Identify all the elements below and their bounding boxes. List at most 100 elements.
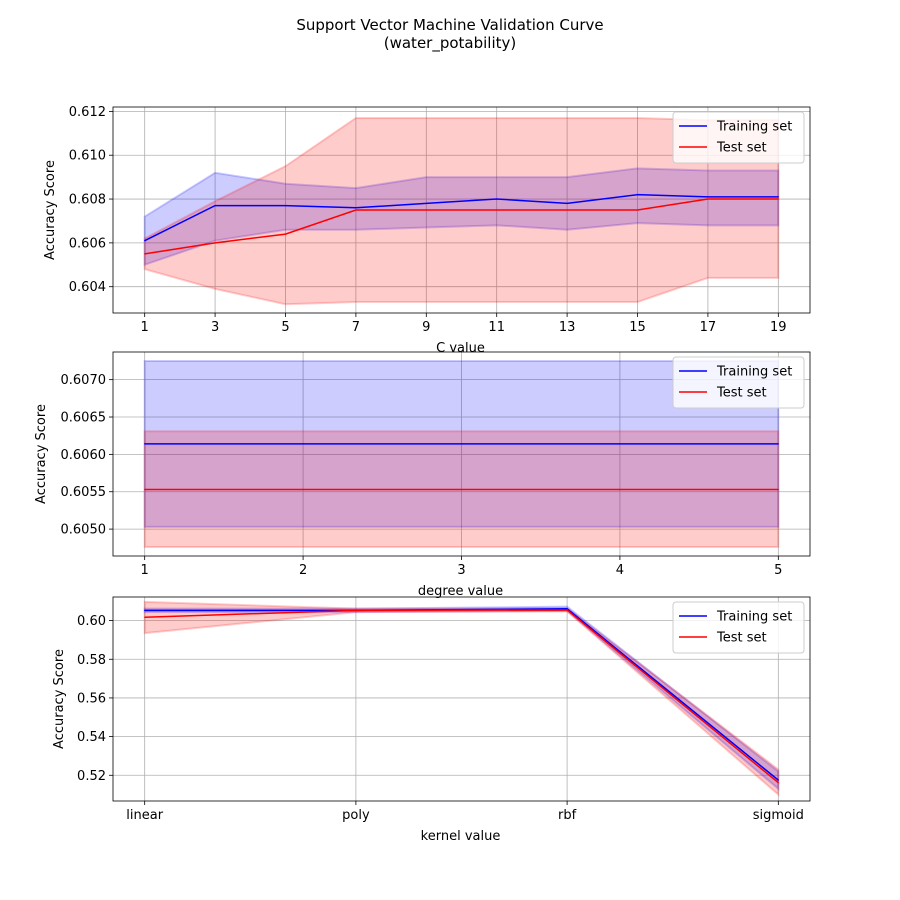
x-tick-label: 9 <box>422 320 430 335</box>
legend-label: Training set <box>716 365 792 380</box>
data-point-training-set <box>425 202 427 205</box>
data-point-test-set <box>777 782 779 784</box>
x-axis-label: degree value <box>418 584 503 599</box>
data-point-test-set <box>460 488 463 491</box>
legend-box <box>672 111 805 164</box>
y-tick-label: 0.6055 <box>61 485 107 500</box>
data-point-test-set <box>777 488 779 491</box>
data-point-training-set <box>636 194 639 196</box>
y-tick-label: 0.6070 <box>61 373 107 388</box>
data-point-test-set <box>355 609 357 611</box>
x-tick-label: 5 <box>281 320 289 335</box>
legend-label: Test set <box>716 141 767 156</box>
data-point-test-set <box>144 488 146 491</box>
legend: Training set Test set <box>672 601 805 654</box>
data-point-training-set <box>460 443 463 445</box>
y-tick-label: 0.606 <box>69 236 106 251</box>
axes-frame <box>112 596 811 802</box>
data-point-test-set <box>355 209 357 211</box>
data-point-test-set <box>566 609 568 611</box>
x-tick-label: linear <box>126 808 163 823</box>
data-point-training-set <box>566 202 568 205</box>
x-tick-label: 1 <box>141 563 149 578</box>
band-test-set <box>143 116 780 306</box>
x-tick-label: 7 <box>352 320 360 335</box>
data-point-training-set <box>619 443 621 445</box>
x-tick-label: 15 <box>629 320 646 335</box>
y-tick-label: 0.6060 <box>61 448 107 463</box>
legend-label: Test set <box>716 386 767 401</box>
x-tick-label: 11 <box>488 320 505 335</box>
legend-box <box>672 356 805 409</box>
x-tick-label: 17 <box>700 320 717 335</box>
band-test-set <box>143 600 780 797</box>
data-point-test-set <box>636 209 639 211</box>
y-tick-label: 0.6050 <box>61 523 107 538</box>
data-point-test-set <box>496 209 498 211</box>
y-tick-label: 0.612 <box>69 105 106 120</box>
data-point-test-set <box>707 198 709 200</box>
data-point-test-set <box>214 242 216 244</box>
legend: Training set Test set <box>672 356 805 409</box>
figure-title: Support Vector Machine Validation Curve <box>296 16 604 34</box>
x-axis-label: C value <box>436 341 485 356</box>
y-axis-label: Accuracy Score <box>52 649 67 749</box>
x-tick-label: 4 <box>616 563 624 578</box>
series-line-test-set <box>144 198 779 255</box>
x-tick-label: 13 <box>559 320 576 335</box>
legend-box <box>672 601 805 654</box>
y-tick-label: 0.60 <box>77 614 106 629</box>
data-point-test-set <box>619 488 621 491</box>
x-tick-label: rbf <box>558 808 577 823</box>
data-point-test-set <box>425 209 427 211</box>
x-tick-label: 3 <box>211 320 219 335</box>
y-tick-label: 0.56 <box>77 691 106 706</box>
legend-label: Test set <box>716 631 767 646</box>
data-point-training-set <box>144 609 146 611</box>
x-tick-label: 1 <box>141 320 149 335</box>
x-tick-label: 19 <box>770 320 787 335</box>
series-line-test-set <box>144 609 779 784</box>
axes-frame <box>112 106 811 314</box>
data-point-training-set <box>214 205 216 207</box>
legend-label: Training set <box>716 120 792 135</box>
data-point-test-set <box>302 488 304 491</box>
x-tick-label: sigmoid <box>753 808 804 823</box>
y-tick-label: 0.608 <box>69 193 106 208</box>
axes-frame <box>112 351 811 557</box>
y-tick-label: 0.54 <box>77 730 106 745</box>
data-point-training-set <box>355 207 357 209</box>
x-axis-label: kernel value <box>421 829 501 844</box>
y-tick-label: 0.52 <box>77 769 106 784</box>
data-point-test-set <box>566 209 568 211</box>
y-axis-label: Accuracy Score <box>43 160 58 260</box>
data-point-training-set <box>496 198 498 200</box>
data-point-training-set <box>144 240 146 242</box>
data-point-training-set <box>777 779 779 781</box>
legend-label: Training set <box>716 610 792 625</box>
x-tick-label: 2 <box>299 563 307 578</box>
data-point-test-set <box>144 616 146 618</box>
series-line-training-set <box>144 193 779 242</box>
legend: Training set Test set <box>672 111 805 164</box>
y-tick-label: 0.58 <box>77 653 106 668</box>
figure-subtitle: (water_potability) <box>383 34 517 52</box>
data-point-training-set <box>284 205 287 207</box>
data-point-training-set <box>302 443 304 445</box>
x-tick-label: poly <box>342 808 370 823</box>
x-tick-label: 5 <box>774 563 782 578</box>
data-point-training-set <box>707 196 709 198</box>
y-tick-label: 0.6065 <box>61 411 107 426</box>
data-point-training-set <box>777 196 779 198</box>
plot-panel-3: linear poly rbf sigmoid 0.52 0.54 0.56 0.58 0.60… <box>52 596 811 844</box>
data-point-training-set <box>566 608 568 610</box>
data-point-training-set <box>144 443 146 445</box>
y-tick-label: 0.604 <box>69 280 106 295</box>
data-point-test-set <box>144 253 146 255</box>
plot-panel-2: 1 2 3 4 5 0.6050 0.6055 0.6060 0.6065 0.6070 degre… <box>34 351 811 599</box>
data-point-test-set <box>284 233 287 235</box>
plot-panel-1: 1 3 5 7 9 11 13 15 17 190.6040.6060.6080.6100.612… <box>43 105 811 356</box>
x-tick-label: 3 <box>457 563 465 578</box>
data-point-test-set <box>777 198 779 200</box>
